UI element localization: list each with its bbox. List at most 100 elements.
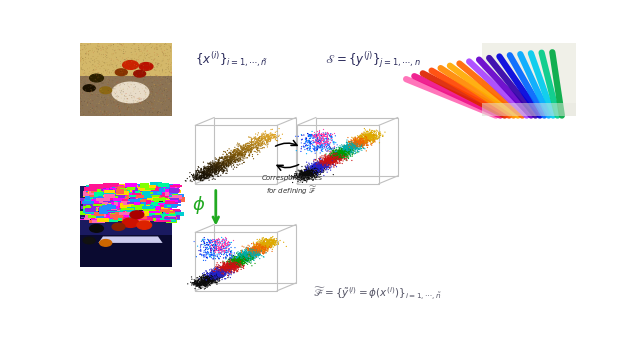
Point (218, 273, 228, 279)
Point (164, 104, 174, 110)
Point (233, 259, 243, 265)
Point (232, 257, 242, 262)
Point (117, 92, 127, 97)
Bar (93, 192, 98, 197)
Point (262, 245, 273, 251)
Point (368, 138, 378, 143)
Point (246, 135, 256, 140)
Point (220, 269, 230, 274)
Point (342, 143, 353, 149)
Point (102, 69, 113, 75)
Point (223, 260, 233, 265)
Point (291, 169, 301, 174)
Point (309, 165, 319, 171)
Point (218, 162, 228, 168)
Point (248, 247, 259, 253)
Point (210, 270, 220, 276)
Point (369, 129, 379, 134)
Point (206, 171, 216, 177)
Point (200, 175, 210, 181)
Point (257, 246, 267, 252)
Point (244, 252, 255, 257)
Point (109, 58, 119, 64)
Point (333, 153, 344, 159)
Point (321, 161, 331, 167)
Point (212, 268, 223, 273)
Point (205, 169, 216, 175)
Point (330, 157, 340, 162)
Point (260, 236, 271, 242)
Point (162, 92, 172, 98)
Point (364, 133, 374, 139)
Point (223, 266, 233, 271)
Point (248, 251, 259, 256)
Point (206, 169, 216, 175)
Point (111, 83, 121, 89)
Point (242, 147, 252, 153)
Bar (137, 185, 141, 189)
Point (262, 245, 273, 251)
Point (204, 275, 214, 281)
Point (233, 257, 243, 262)
Point (147, 86, 157, 92)
Point (226, 261, 236, 266)
Point (234, 264, 244, 270)
Point (212, 238, 222, 244)
Point (231, 149, 241, 155)
Point (261, 242, 271, 247)
Point (363, 133, 373, 139)
Point (235, 259, 245, 265)
Point (237, 256, 247, 262)
Point (202, 279, 212, 285)
Point (159, 87, 170, 92)
Point (253, 142, 263, 147)
Point (205, 267, 215, 273)
Point (251, 243, 261, 249)
Point (234, 260, 244, 265)
Point (102, 97, 113, 103)
Point (229, 154, 239, 160)
Point (202, 277, 212, 283)
Point (362, 144, 372, 150)
Point (123, 60, 133, 65)
Point (124, 65, 134, 71)
Point (214, 271, 224, 277)
Point (198, 170, 208, 176)
Point (197, 171, 207, 177)
Bar (139, 202, 151, 204)
Point (210, 163, 220, 169)
Point (326, 152, 337, 158)
Point (366, 141, 376, 147)
Point (220, 149, 230, 155)
Point (216, 270, 227, 275)
Point (241, 149, 252, 155)
Point (263, 241, 273, 247)
Bar (99, 212, 106, 217)
Point (247, 263, 257, 269)
Point (216, 268, 227, 274)
Point (340, 152, 351, 158)
Point (165, 53, 175, 59)
Point (138, 63, 148, 69)
Point (321, 136, 332, 142)
Point (262, 140, 272, 146)
Point (315, 145, 325, 151)
Point (249, 248, 259, 254)
Point (228, 149, 239, 155)
Point (307, 173, 317, 179)
Point (205, 281, 215, 287)
Point (302, 176, 312, 182)
Point (229, 156, 239, 161)
Point (357, 139, 367, 145)
Point (223, 268, 233, 273)
Point (196, 281, 206, 287)
Point (334, 145, 344, 151)
Point (332, 156, 342, 162)
Point (266, 240, 276, 246)
Point (198, 170, 208, 175)
Point (250, 245, 260, 251)
Point (159, 86, 169, 91)
Point (301, 172, 312, 178)
Point (85, 59, 95, 65)
Point (339, 149, 349, 155)
